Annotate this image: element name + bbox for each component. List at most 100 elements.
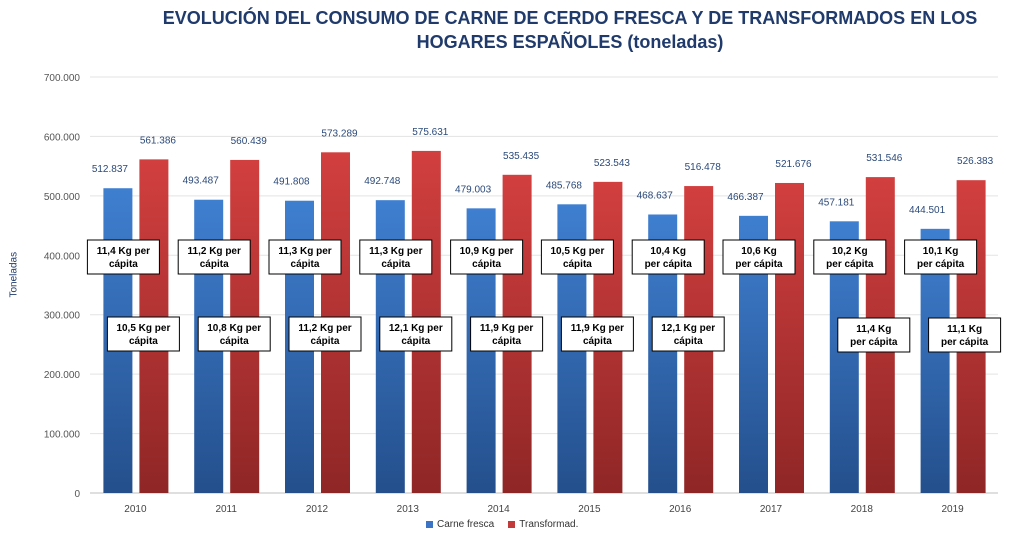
data-label: 492.748 [364, 176, 401, 187]
per-capita-box [86, 239, 160, 275]
per-capita-label: cápita [674, 336, 703, 347]
per-capita-box [177, 239, 251, 275]
legend-swatch-red [508, 520, 516, 528]
per-capita-label: cápita [129, 336, 158, 347]
data-label: 573.289 [321, 128, 358, 139]
per-capita-label: 12,1 Kg per [661, 323, 715, 334]
per-capita-label: per cápita [645, 259, 693, 270]
chart-title-line-2: HOGARES ESPAÑOLES (toneladas) [416, 32, 724, 52]
per-capita-box [904, 239, 978, 275]
per-capita-label: 10,5 Kg per [550, 246, 604, 257]
per-capita-label: per cápita [826, 259, 874, 270]
per-capita-box [359, 239, 433, 275]
per-capita-label: per cápita [917, 259, 965, 270]
chart-title-line-1: EVOLUCIÓN DEL CONSUMO DE CARNE DE CERDO … [162, 8, 978, 28]
data-label: 526.383 [957, 156, 994, 167]
per-capita-label: 10,9 Kg per [460, 246, 514, 257]
data-label: 560.439 [231, 136, 268, 147]
data-label: 523.543 [594, 158, 631, 169]
y-tick-label: 700.000 [44, 73, 81, 84]
per-capita-box [631, 239, 705, 275]
per-capita-box [651, 316, 725, 352]
y-tick-label: 200.000 [44, 370, 81, 381]
x-tick-label: 2013 [397, 504, 420, 515]
per-capita-label: 11,2 Kg per [188, 246, 241, 257]
per-capita-label: 10,5 Kg per [116, 323, 170, 334]
per-capita-label: 11,2 Kg per [298, 323, 351, 334]
per-capita-box [722, 239, 796, 275]
y-tick-label: 500.000 [44, 192, 81, 203]
per-capita-label: per cápita [850, 337, 898, 348]
per-capita-label: 11,4 Kg per [97, 246, 150, 257]
per-capita-label: cápita [291, 259, 320, 270]
legend-label: Carne fresca [437, 519, 495, 530]
data-label: 444.501 [909, 205, 946, 216]
legend-swatch-blue [426, 520, 433, 528]
x-tick-label: 2017 [760, 504, 783, 515]
per-capita-box [197, 316, 271, 352]
y-tick-label: 0 [74, 489, 80, 500]
per-capita-label: 11,3 Kg per [278, 246, 331, 257]
per-capita-label: cápita [220, 336, 249, 347]
per-capita-label: cápita [311, 336, 340, 347]
per-capita-label: 11,3 Kg per [369, 246, 422, 257]
per-capita-box [379, 316, 453, 352]
data-label: 493.487 [183, 176, 220, 187]
per-capita-box [837, 317, 911, 353]
per-capita-box [470, 316, 544, 352]
data-label: 491.808 [273, 177, 310, 188]
per-capita-label: 11,9 Kg per [571, 323, 624, 334]
per-capita-label: cápita [472, 259, 501, 270]
y-tick-label: 400.000 [44, 251, 81, 262]
data-label: 535.435 [503, 151, 540, 162]
y-tick-label: 300.000 [44, 311, 81, 322]
per-capita-label: 11,4 Kg [856, 324, 891, 335]
legend: Carne fresca Transformad. [426, 519, 578, 530]
per-capita-label: cápita [563, 259, 592, 270]
x-tick-label: 2018 [851, 504, 874, 515]
x-tick-label: 2014 [487, 504, 510, 515]
per-capita-box [106, 316, 180, 352]
legend-item-carne-fresca: Carne fresca [426, 519, 494, 530]
legend-label: Transformad. [519, 519, 579, 530]
per-capita-label: cápita [381, 259, 410, 270]
data-label: 575.631 [412, 127, 449, 138]
per-capita-label: cápita [109, 259, 138, 270]
x-tick-label: 2016 [669, 504, 692, 515]
x-tick-label: 2010 [124, 504, 147, 515]
per-capita-box [928, 317, 1002, 353]
per-capita-box [450, 239, 524, 275]
per-capita-label: per cápita [735, 259, 783, 270]
data-label: 485.768 [546, 180, 583, 191]
data-label: 512.837 [92, 164, 129, 175]
per-capita-label: 11,9 Kg per [480, 323, 533, 334]
per-capita-label: 10,6 Kg [741, 246, 777, 257]
per-capita-box [560, 316, 634, 352]
y-tick-label: 600.000 [44, 132, 81, 143]
data-label: 457.181 [818, 197, 855, 208]
per-capita-label: 10,1 Kg [923, 246, 959, 257]
per-capita-label: cápita [492, 336, 521, 347]
per-capita-label: 10,8 Kg per [207, 323, 261, 334]
x-tick-label: 2011 [215, 504, 237, 515]
data-label: 516.478 [685, 162, 722, 173]
x-tick-label: 2012 [306, 504, 329, 515]
y-tick-label: 100.000 [44, 430, 81, 441]
bar-transformados [775, 182, 804, 493]
data-label: 521.676 [775, 159, 812, 170]
per-capita-box [813, 239, 887, 275]
x-tick-label: 2015 [578, 504, 601, 515]
per-capita-box [288, 316, 362, 352]
x-tick-label: 2019 [941, 504, 964, 515]
per-capita-label: cápita [583, 336, 612, 347]
data-label: 531.546 [866, 153, 903, 164]
per-capita-label: 12,1 Kg per [389, 323, 443, 334]
data-label: 468.637 [637, 190, 674, 201]
per-capita-label: cápita [401, 336, 430, 347]
per-capita-box [268, 239, 342, 275]
chart-title: EVOLUCIÓN DEL CONSUMO DE CARNE DE CERDO … [120, 6, 1009, 54]
per-capita-label: cápita [200, 259, 229, 270]
per-capita-label: per cápita [941, 337, 989, 348]
data-label: 479.003 [455, 184, 492, 195]
